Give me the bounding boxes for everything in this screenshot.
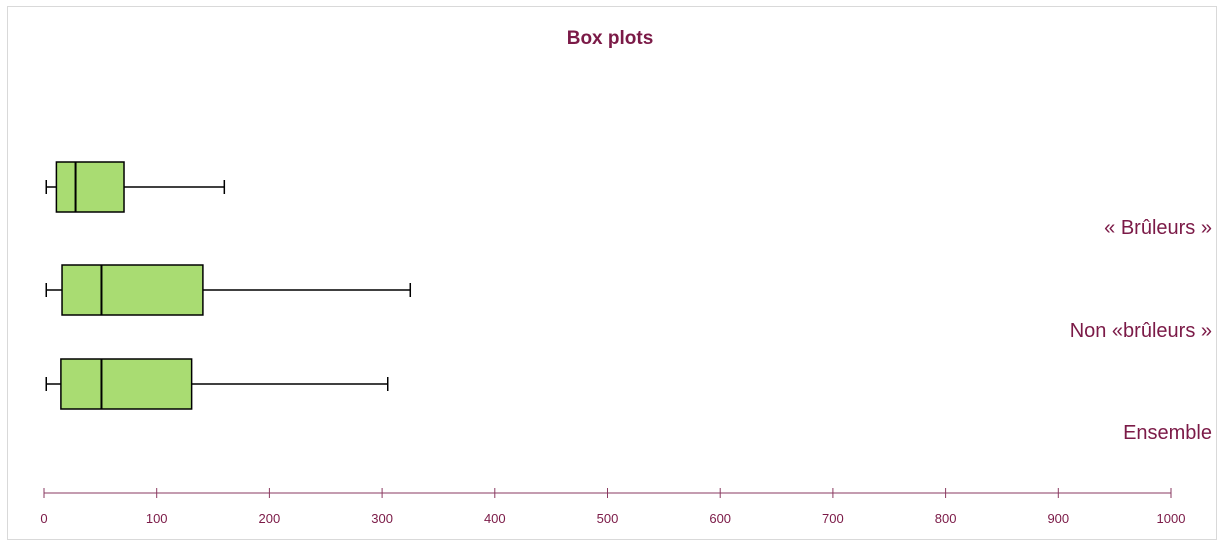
x-tick-label: 900 — [1047, 511, 1069, 526]
x-tick-label: 400 — [484, 511, 506, 526]
x-tick-label: 0 — [40, 511, 47, 526]
chart-area — [7, 6, 1217, 540]
box-iqr — [55, 161, 125, 213]
x-tick-label: 800 — [935, 511, 957, 526]
x-tick-label: 300 — [371, 511, 393, 526]
x-tick-label: 500 — [597, 511, 619, 526]
chart-title: Box plots — [566, 28, 654, 49]
category-label-bruleurs: « Brûleurs » — [1104, 217, 1212, 239]
x-tick-label: 600 — [709, 511, 731, 526]
x-tick-label: 200 — [259, 511, 281, 526]
x-tick-label: 1000 — [1157, 511, 1186, 526]
box-iqr — [61, 264, 204, 316]
x-tick-label: 700 — [822, 511, 844, 526]
x-tick-label: 100 — [146, 511, 168, 526]
category-label-ensemble: Ensemble — [1123, 422, 1212, 444]
category-label-non-bruleurs: Non «brûleurs » — [1069, 320, 1212, 342]
box-iqr — [60, 358, 193, 410]
